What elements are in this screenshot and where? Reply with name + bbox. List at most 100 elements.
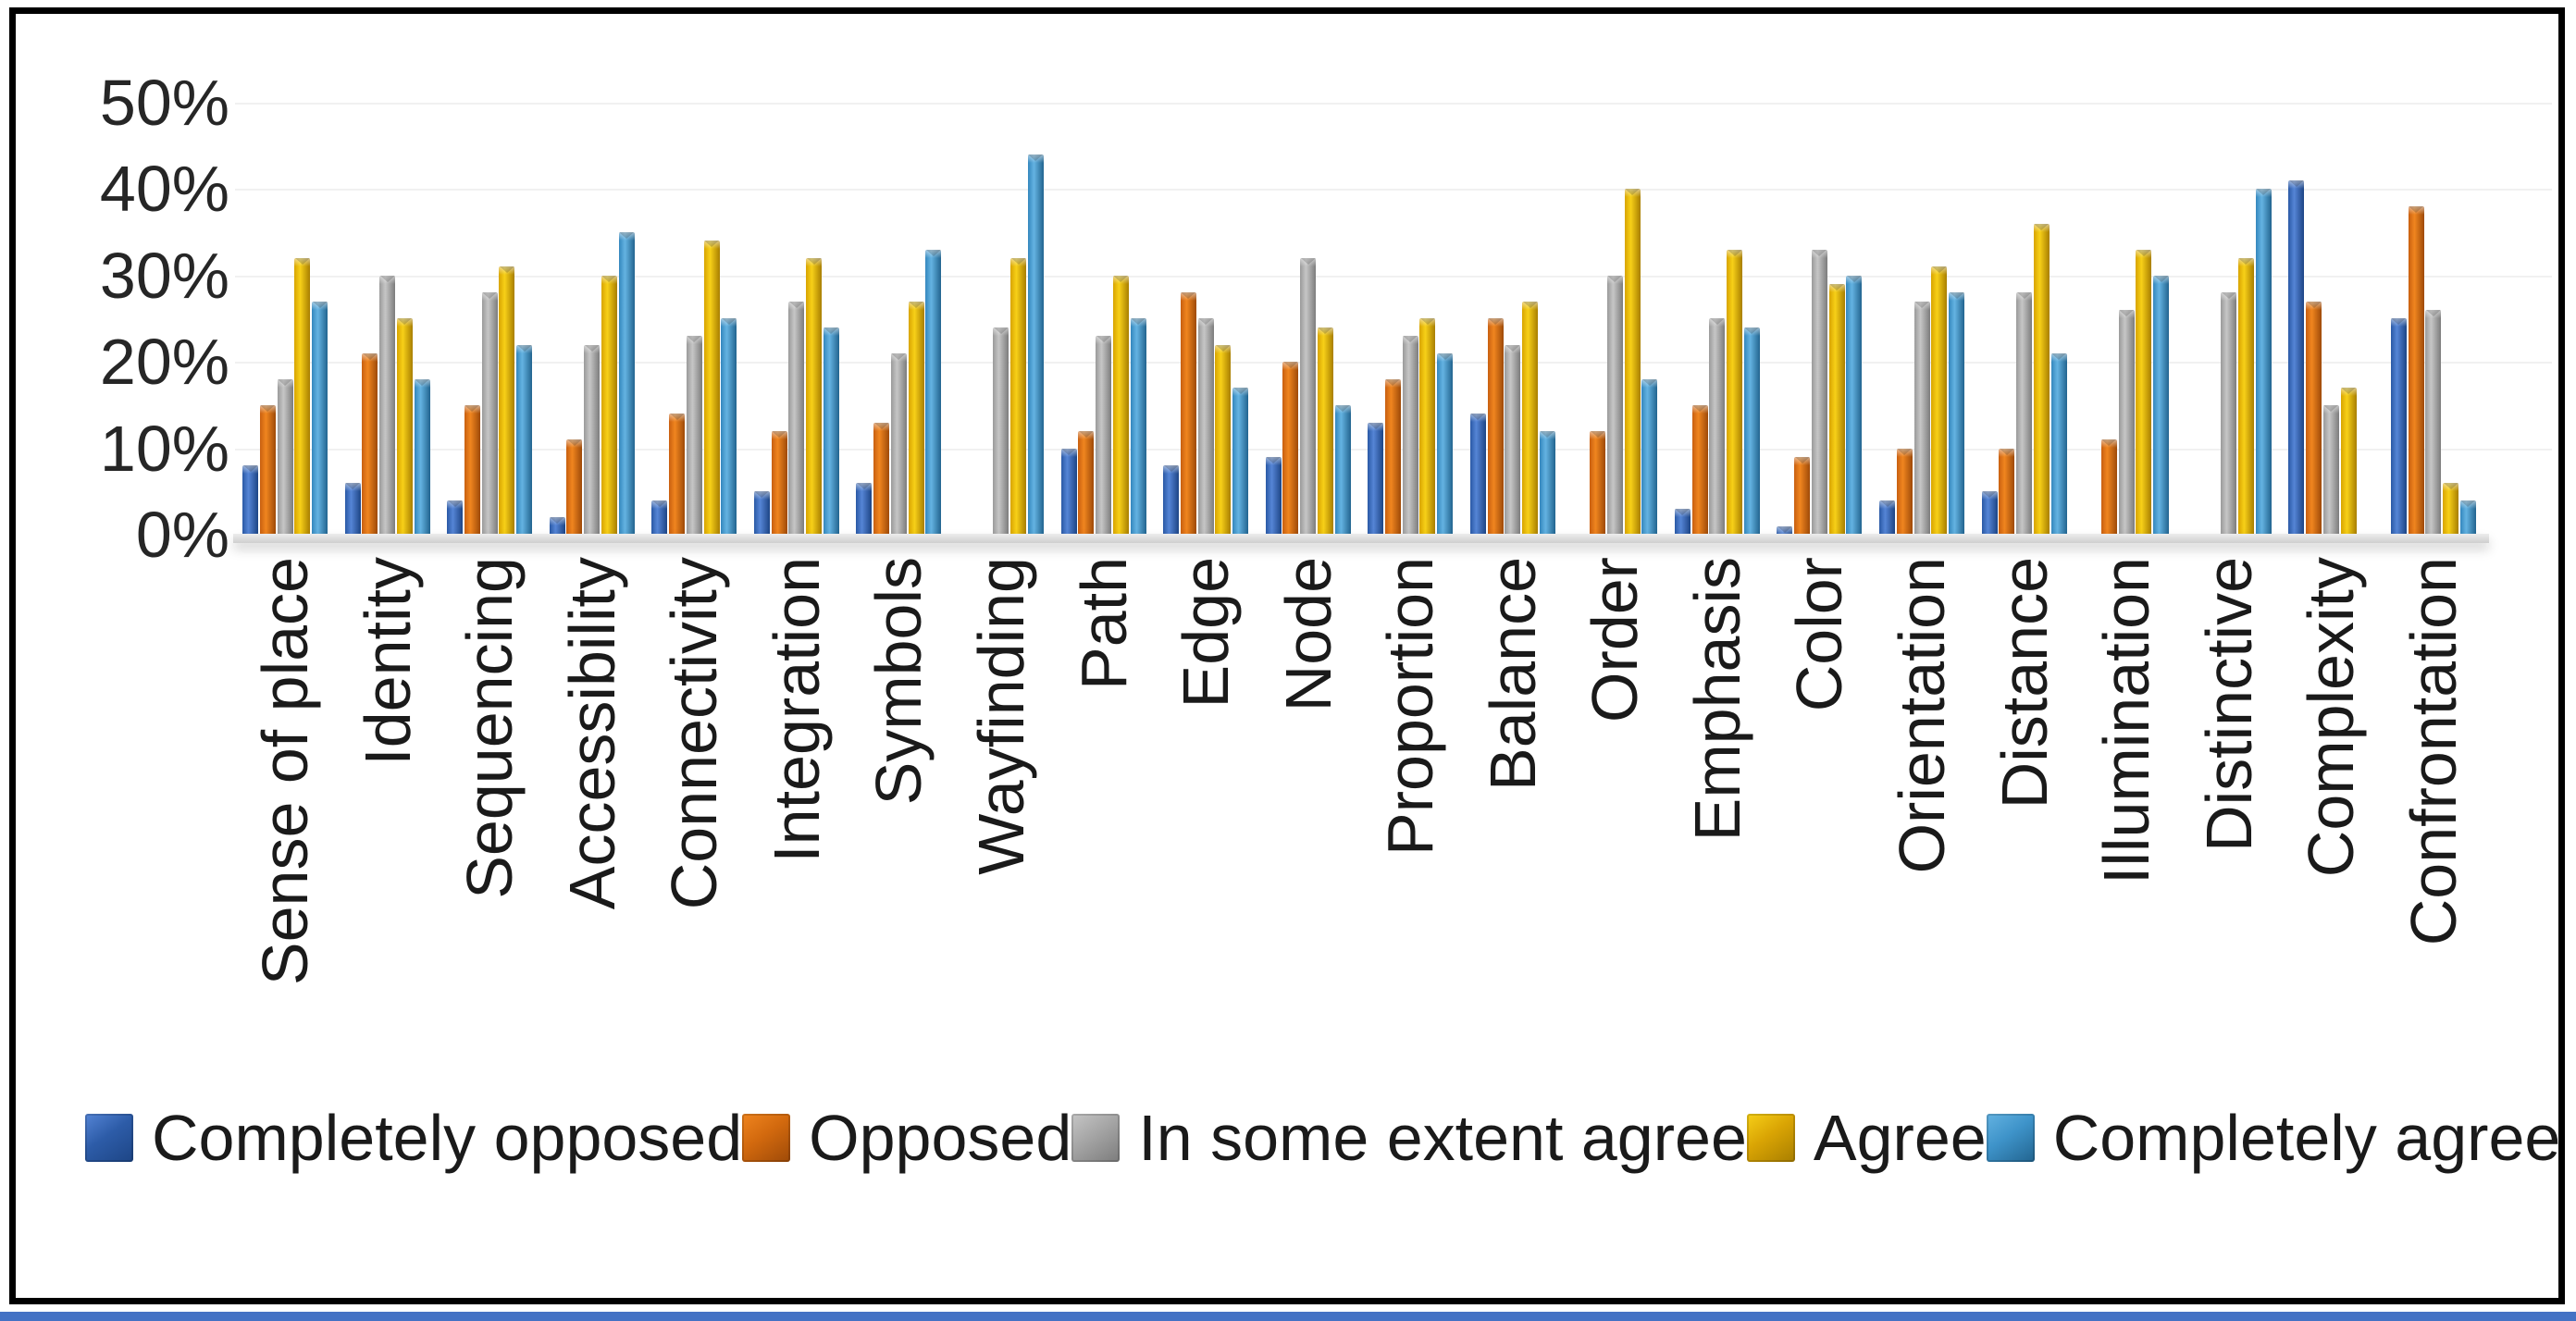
category-cell: Balance [1470, 557, 1555, 1112]
bar [651, 500, 668, 535]
category-cell: Wayfinding [959, 557, 1044, 1112]
bar [259, 405, 276, 535]
bar [2016, 292, 2033, 535]
bar [618, 232, 635, 535]
bar [908, 302, 924, 535]
bar [1539, 431, 1555, 535]
legend-swatch [85, 1114, 133, 1162]
bar [2118, 310, 2135, 535]
category-cell: Symbols [856, 557, 941, 1112]
bar-group [1368, 103, 1454, 535]
bar [2050, 353, 2067, 535]
gridline [235, 189, 2552, 191]
bar [2459, 500, 2476, 535]
bar-group [651, 103, 737, 535]
category-label: Proportion [1374, 557, 1447, 856]
bar [1437, 353, 1454, 535]
bar [1794, 457, 1811, 535]
category-label: Emphasis [1680, 557, 1753, 842]
bar [2443, 483, 2459, 535]
bar [414, 379, 430, 535]
bar [1879, 500, 1895, 535]
bar [806, 258, 823, 535]
bar [1096, 336, 1111, 535]
bar [1981, 491, 1998, 535]
bar [1317, 327, 1333, 535]
bar [771, 431, 787, 535]
y-tick-label: 40% [99, 153, 229, 225]
gridline [235, 103, 2552, 105]
bar-group [2288, 103, 2373, 535]
bar-group [549, 103, 635, 535]
bar [362, 353, 378, 535]
gridline [235, 276, 2552, 278]
bar [2425, 310, 2442, 535]
bar-group [1060, 103, 1146, 535]
bar [1469, 414, 1486, 535]
bar [1931, 266, 1948, 535]
category-cell: Sense of place [242, 557, 328, 1112]
figure-border [9, 7, 2565, 1304]
category-cell: Illumination [2084, 557, 2169, 1112]
bar [1846, 276, 1863, 535]
bar [516, 345, 533, 535]
bar [1590, 431, 1606, 535]
bar [2033, 224, 2050, 535]
bar [1300, 258, 1317, 535]
legend-item: In some extent agree [1071, 1101, 1747, 1175]
category-label: Path [1067, 557, 1140, 690]
bar-group [2186, 103, 2272, 535]
y-tick-label: 10% [99, 413, 229, 485]
category-label: Identity [351, 557, 424, 766]
category-label: Balance [1476, 557, 1549, 791]
bar [601, 276, 617, 535]
legend-item: Completely opposed [85, 1101, 742, 1175]
category-label: Symbols [862, 557, 935, 806]
bar-group [447, 103, 533, 535]
bar-group [1469, 103, 1555, 535]
bar [1505, 345, 1521, 535]
bar [1811, 250, 1827, 535]
bar [1743, 327, 1760, 535]
legend-label: Completely opposed [152, 1102, 743, 1174]
legend-item: Opposed [742, 1101, 1071, 1175]
bar [2408, 206, 2424, 535]
legend-label: In some extent agree [1138, 1102, 1747, 1174]
category-label: Illumination [2090, 557, 2163, 885]
category-cell: Proportion [1368, 557, 1453, 1112]
category-label: Distinctive [2192, 557, 2265, 852]
category-cell: Accessibility [550, 557, 635, 1112]
x-axis-category-labels: Sense of place Identity Sequencing Accessib… [242, 557, 2476, 1112]
category-label: Sense of place [249, 557, 321, 986]
bar [2136, 250, 2152, 535]
bar-group [1879, 103, 1964, 535]
bar [1232, 388, 1249, 535]
category-cell: Confrontation [2391, 557, 2476, 1112]
category-label: Node [1271, 557, 1344, 712]
bar [1641, 379, 1658, 535]
category-label: Complexity [2295, 557, 2368, 878]
bar [1999, 449, 2015, 535]
bar [1163, 465, 1180, 535]
y-tick-label: 50% [99, 67, 229, 139]
legend-swatch [1071, 1114, 1121, 1162]
category-cell: Integration [754, 557, 839, 1112]
gridline [235, 362, 2552, 364]
category-label: Confrontation [2396, 557, 2470, 946]
category-cell: Node [1266, 557, 1351, 1112]
bar [2153, 276, 2170, 535]
category-cell: Complexity [2288, 557, 2373, 1112]
bar [1215, 345, 1232, 535]
category-cell: Distinctive [2186, 557, 2272, 1112]
category-label: Order [1579, 557, 1652, 722]
bar [1727, 250, 1743, 535]
bar [277, 379, 293, 535]
bar [1180, 292, 1196, 535]
bar [1828, 284, 1845, 535]
bar [1522, 302, 1538, 535]
legend-swatch [1746, 1114, 1795, 1162]
plot-area [242, 103, 2476, 535]
category-cell: Connectivity [651, 557, 737, 1112]
bar [2322, 405, 2339, 535]
bar [993, 327, 1009, 535]
